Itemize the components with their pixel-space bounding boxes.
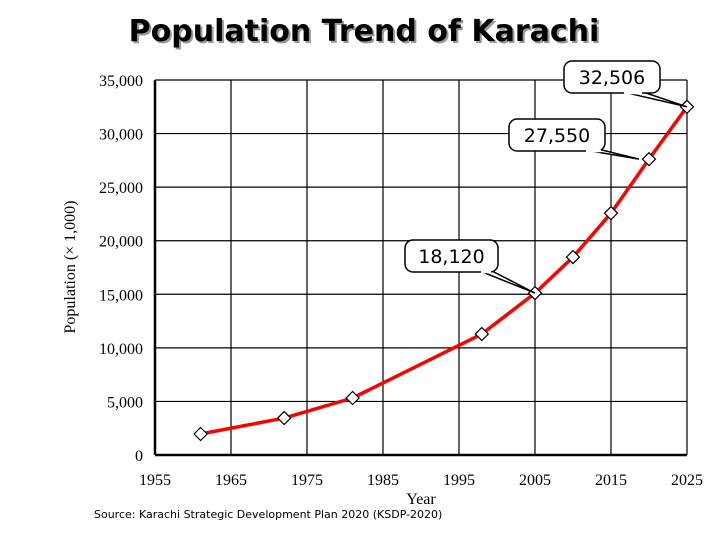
y-tick-label: 0	[135, 448, 143, 465]
x-tick-label: 1985	[367, 472, 399, 489]
callout-box	[508, 118, 606, 152]
x-tick-label: 2015	[595, 472, 627, 489]
y-tick-label: 10,000	[99, 341, 143, 358]
data-label: 18,120	[418, 246, 484, 268]
x-tick-label: 2025	[671, 472, 703, 489]
y-tick-label: 25,000	[99, 180, 143, 197]
data-label: 27,550	[524, 125, 590, 147]
x-tick-label: 1995	[443, 472, 475, 489]
data-point-marker	[603, 205, 619, 221]
data-label: 32,506	[579, 67, 645, 89]
callout-box	[563, 60, 661, 94]
data-point-marker	[641, 151, 657, 167]
y-tick-label: 20,000	[99, 234, 143, 251]
x-axis-label: Year	[406, 491, 436, 508]
data-point-marker	[474, 326, 490, 342]
x-tick-label: 1965	[215, 472, 247, 489]
data-point-marker	[565, 249, 581, 265]
y-tick-label: 30,000	[99, 127, 143, 144]
source-note: Source: Karachi Strategic Development Pl…	[94, 508, 443, 521]
data-point-marker	[276, 410, 292, 426]
chart-title: Population Trend of Karachi	[128, 14, 600, 49]
y-tick-label: 15,000	[99, 287, 143, 304]
y-tick-label: 5,000	[107, 394, 143, 411]
data-point-marker	[345, 390, 360, 406]
y-axis-label: Population (× 1,000)	[62, 200, 79, 333]
y-tick-label: 35,000	[99, 73, 143, 90]
data-point-marker	[193, 426, 208, 442]
x-tick-label: 1955	[139, 472, 171, 489]
x-tick-label: 1975	[291, 472, 323, 489]
callout-box	[404, 239, 499, 273]
callout-pointer	[479, 270, 536, 294]
x-tick-label: 2005	[519, 472, 551, 489]
